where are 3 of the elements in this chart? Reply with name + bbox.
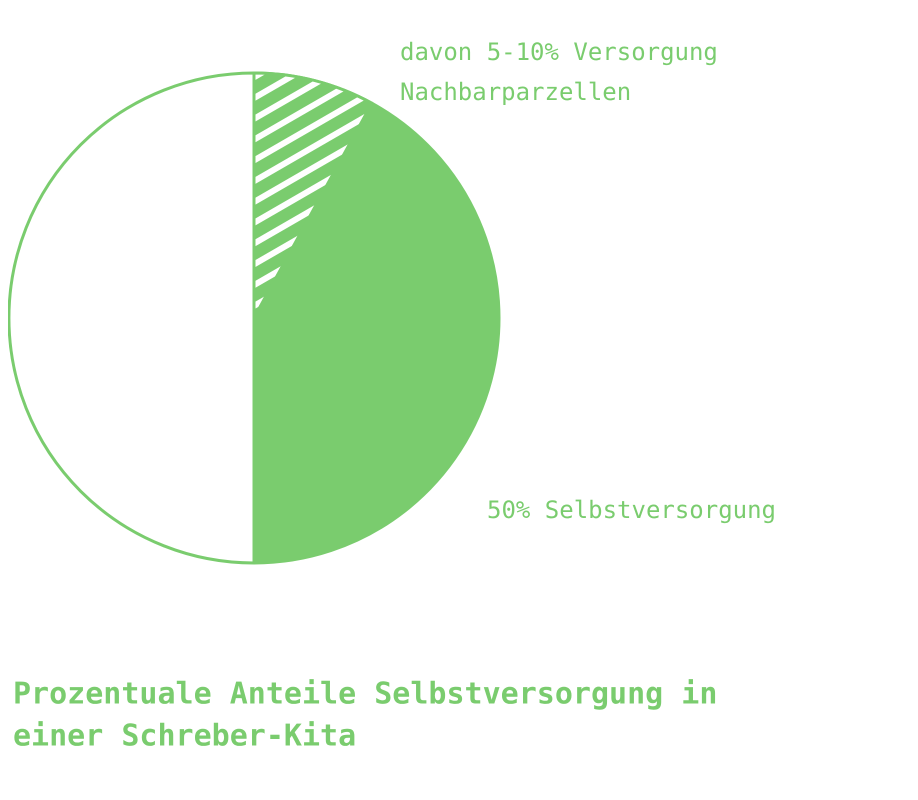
slice-label: 50% Selbstversorgung [487,496,776,524]
text: Prozentuale Anteile Selbstversorgung in einer Schreber-Kita [13,676,736,754]
slice-label: davon 5-10% Versorgung Nachbarparzellen [400,38,732,106]
